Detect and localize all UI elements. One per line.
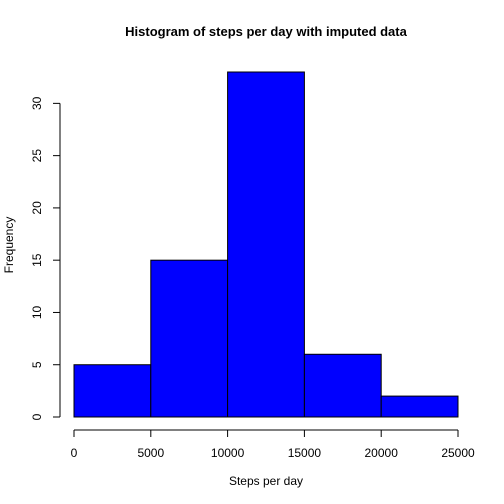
x-tick-label: 5000 <box>137 446 164 460</box>
x-axis: 0 5000 10000 15000 20000 25000 <box>71 429 475 460</box>
y-axis-label: Frequency <box>2 217 16 274</box>
bars-group <box>73 71 459 418</box>
y-axis: 0 5 10 15 20 25 30 <box>30 96 61 420</box>
y-tick-label: 0 <box>30 413 44 420</box>
y-tick-label: 25 <box>30 149 44 163</box>
x-tick-label: 15000 <box>288 446 322 460</box>
y-tick-label: 30 <box>30 96 44 110</box>
histogram-bar-1 <box>73 364 152 418</box>
x-tick-label: 0 <box>71 446 78 460</box>
x-tick-label: 10000 <box>211 446 245 460</box>
x-tick-label: 25000 <box>441 446 475 460</box>
x-tick-label: 20000 <box>365 446 399 460</box>
histogram-bar-4 <box>303 353 382 418</box>
y-tick-label: 15 <box>30 253 44 267</box>
chart-title: Histogram of steps per day with imputed … <box>125 24 407 39</box>
y-tick-label: 20 <box>30 201 44 215</box>
y-tick-label: 5 <box>30 361 44 368</box>
histogram-bar-3 <box>227 71 305 418</box>
x-axis-label: Steps per day <box>229 474 303 488</box>
histogram-bar-5 <box>380 395 459 418</box>
histogram-bar-2 <box>150 259 229 418</box>
y-tick-label: 10 <box>30 305 44 319</box>
